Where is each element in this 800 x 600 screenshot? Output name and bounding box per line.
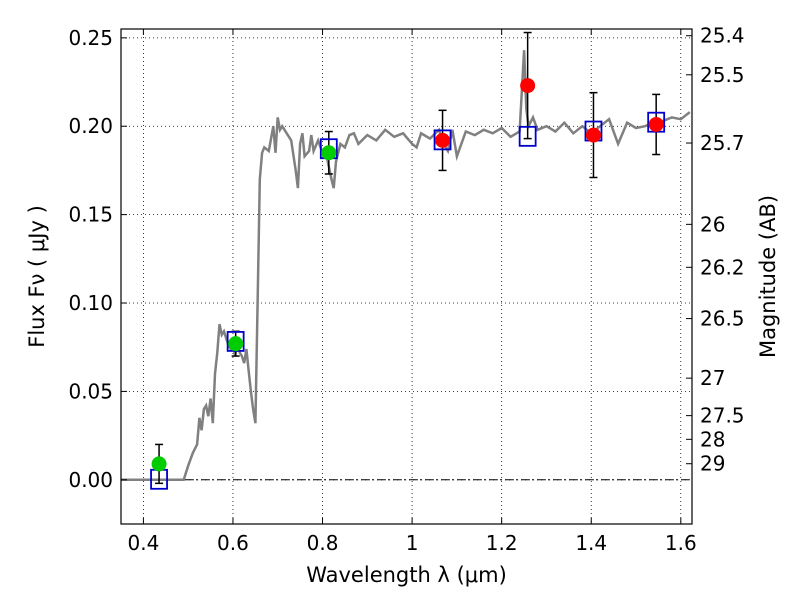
x-tick-label: 0.6	[217, 531, 249, 555]
right-axis-label: Magnitude (AB)	[756, 195, 780, 358]
magnitude-tick-label: 25.4	[700, 24, 745, 48]
observed-point-marker	[228, 336, 244, 352]
magnitude-tick-label: 26.2	[700, 255, 745, 279]
y-tick-label: 0.20	[68, 114, 113, 138]
magnitude-tick-label: 25.7	[700, 131, 745, 155]
y-tick-label: 0.15	[68, 203, 113, 227]
x-tick-label: 1	[406, 531, 419, 555]
y-tick-label: 0.05	[68, 379, 113, 403]
magnitude-tick-label: 29	[700, 452, 725, 476]
magnitude-tick-label: 25.5	[700, 63, 745, 87]
axis-ticks: 0.4 0.6 0.8 1 1.2 1.4 1.6 0.00 0.05 0.10 0.15 0.20 0…	[68, 24, 744, 555]
x-tick-label: 1.4	[575, 531, 607, 555]
observed-point-marker	[321, 145, 337, 161]
observed-point-marker	[648, 116, 664, 132]
x-tick-label: 1.6	[665, 531, 697, 555]
model-square-marker	[518, 125, 537, 147]
magnitude-tick-label: 27	[700, 366, 725, 390]
plot-frame	[120, 28, 693, 525]
grid	[121, 29, 692, 524]
y-tick-label: 0.10	[68, 291, 113, 315]
magnitude-tick-label: 26	[700, 212, 725, 236]
magnitude-tick-label: 26.5	[700, 307, 745, 331]
model-square-marker	[433, 129, 452, 151]
data-markers	[150, 78, 666, 490]
observed-point-marker	[585, 127, 601, 143]
x-axis-label: Wavelength λ (μm)	[306, 563, 507, 587]
y-tick-label: 0.25	[68, 26, 113, 50]
magnitude-tick-label: 27.5	[700, 404, 745, 428]
observed-point-marker	[520, 78, 536, 94]
observed-point-marker	[151, 456, 167, 472]
magnitude-tick-label: 28	[700, 427, 725, 451]
y-tick-label: 0.00	[68, 468, 113, 492]
template-spectrum-line	[121, 50, 691, 482]
y-axis-label: Flux Fν ( μJy )	[25, 205, 49, 348]
x-tick-label: 1.2	[486, 531, 518, 555]
x-tick-label: 0.8	[307, 531, 339, 555]
x-tick-label: 0.4	[127, 531, 159, 555]
error-bars	[155, 31, 661, 485]
observed-point-marker	[435, 132, 451, 148]
